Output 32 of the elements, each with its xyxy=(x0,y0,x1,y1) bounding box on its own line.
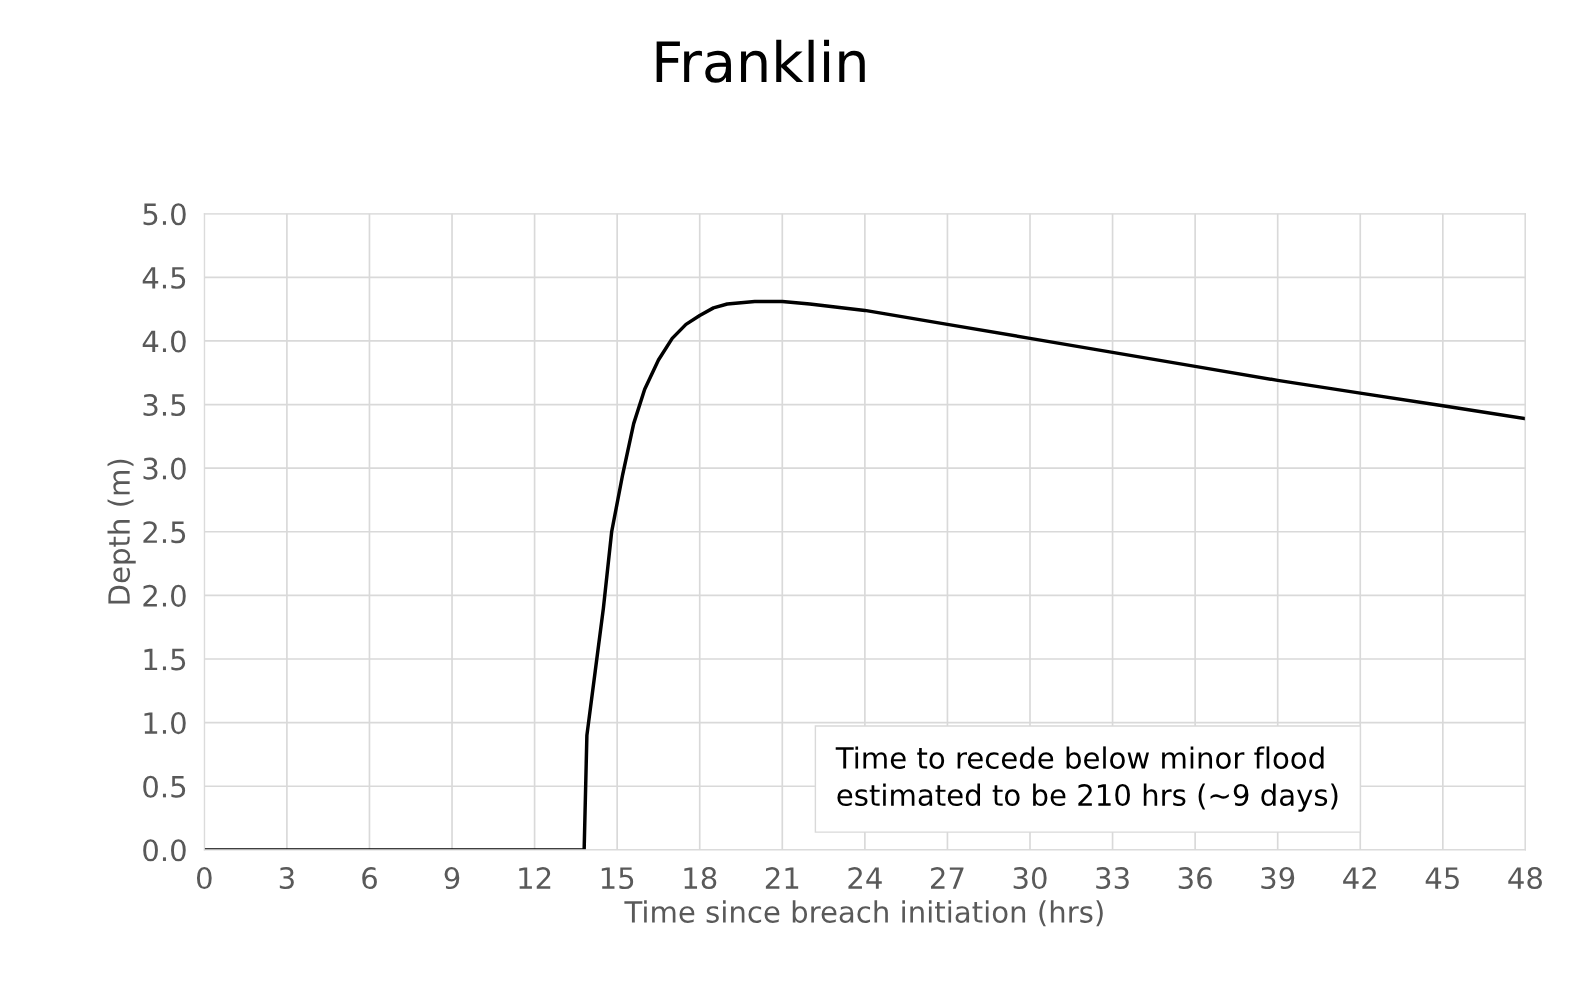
x-tick-label: 36 xyxy=(1178,867,1212,890)
y-tick-label: 2.5 xyxy=(143,521,186,544)
x-tick-label: 3 xyxy=(279,867,294,890)
y-tick-label: 4.5 xyxy=(142,267,186,289)
x-tick-label: 42 xyxy=(1343,867,1376,889)
y-tick-label: 0.5 xyxy=(143,775,186,798)
y-tick-label: 4.0 xyxy=(142,330,186,353)
y-tick-label: 0.0 xyxy=(143,839,186,862)
x-tick-label: 12 xyxy=(519,867,551,889)
x-tick-label: 0 xyxy=(196,867,212,890)
x-tick-label: 33 xyxy=(1096,867,1129,890)
x-tick-label: 18 xyxy=(684,867,717,890)
y-tick-label: 3.0 xyxy=(143,457,186,480)
y-tick-label: 2.0 xyxy=(143,584,186,607)
x-tick-label: 45 xyxy=(1425,867,1459,890)
x-tick-label: 21 xyxy=(765,867,799,889)
x-tick-label: 30 xyxy=(1013,867,1047,890)
x-tick-label: 27 xyxy=(931,867,964,889)
x-tick-label: 39 xyxy=(1261,867,1295,890)
y-tick-label: 5.0 xyxy=(143,203,186,226)
y-tick-label: 1.5 xyxy=(144,648,186,671)
y-tick-label: 1.0 xyxy=(144,712,186,735)
x-tick-label: 15 xyxy=(601,867,634,890)
x-tick-label: 48 xyxy=(1508,867,1542,890)
y-tick-label: 3.5 xyxy=(143,393,186,417)
chart-title: Franklin xyxy=(656,39,865,83)
x-tick-label: 24 xyxy=(848,867,882,889)
x-tick-label: 9 xyxy=(444,867,460,890)
y-axis-title: Depth (m) xyxy=(107,459,136,604)
annotation: Time to recede below minor flood estimated to be 210 hrs (~9 days) xyxy=(835,746,1338,812)
x-tick-label: 6 xyxy=(362,867,377,890)
x-axis-title: Time since breach initiation (hrs) xyxy=(624,900,1103,927)
